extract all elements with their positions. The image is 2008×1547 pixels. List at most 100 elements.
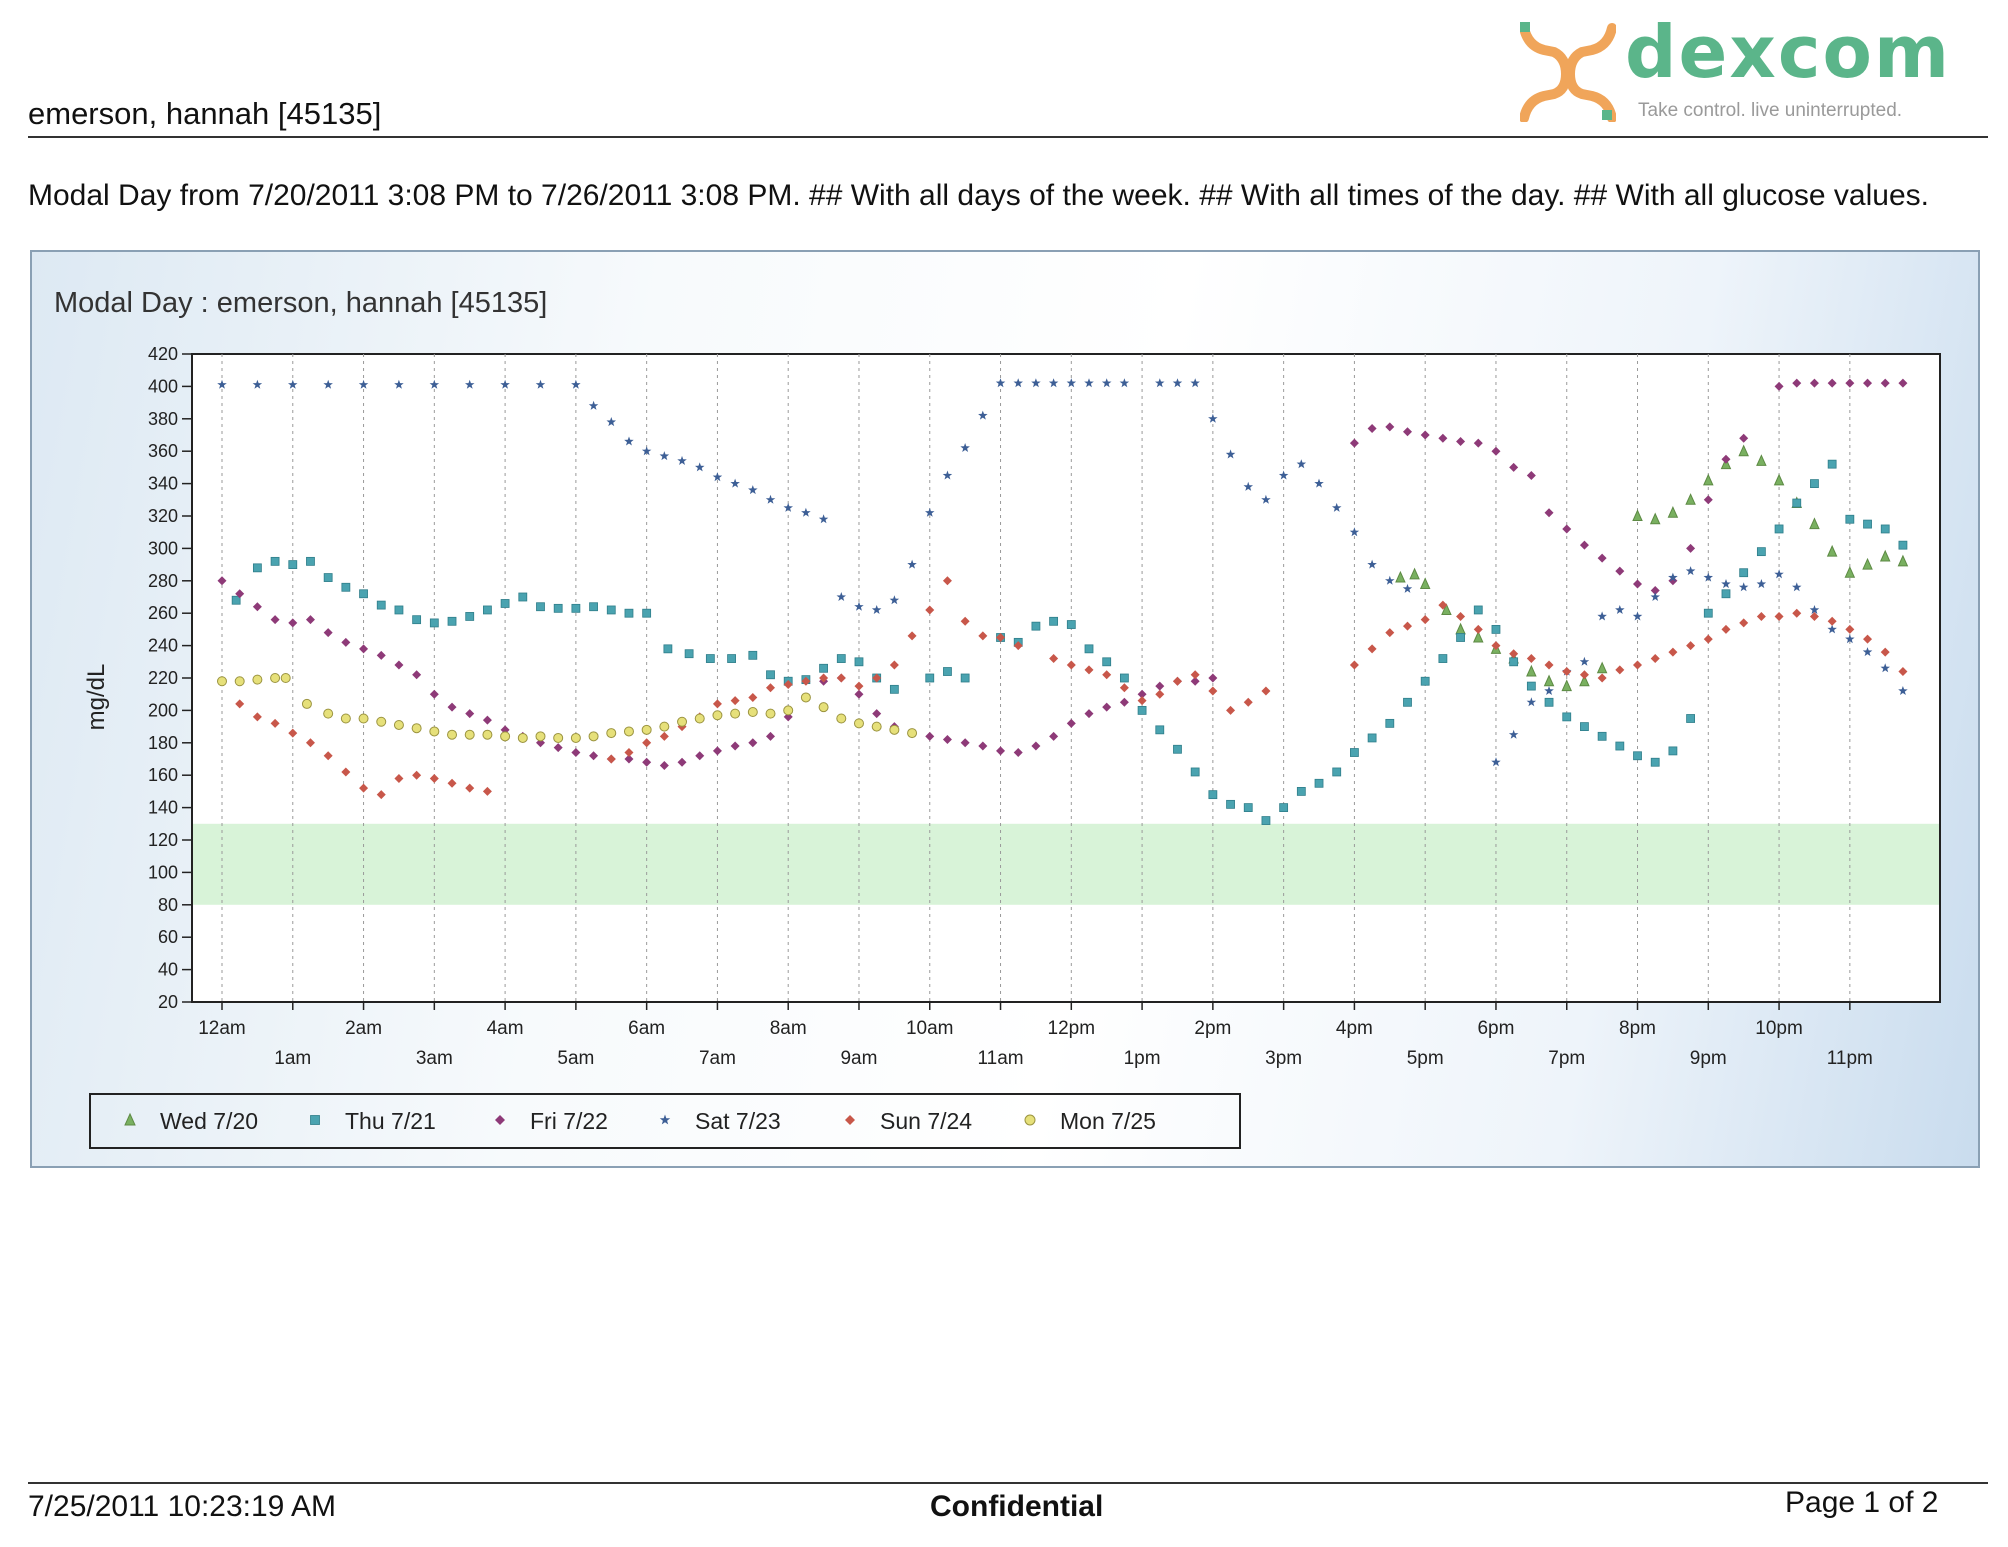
data-point-fri-7-22 [978, 741, 988, 751]
data-point-thu-7-21 [1633, 751, 1642, 761]
data-point-wed-7-20 [1703, 473, 1714, 486]
data-point-sat-7-23 [1597, 611, 1607, 621]
data-point-sun-7-24 [783, 679, 793, 689]
x-tick-label: 11am [977, 1048, 1023, 1069]
data-point-thu-7-21 [854, 657, 864, 667]
data-point-sat-7-23 [1774, 569, 1784, 579]
data-point-fri-7-22 [1402, 427, 1412, 437]
data-point-mon-7-25 [217, 676, 227, 687]
data-point-sat-7-23 [854, 601, 864, 611]
data-point-fri-7-22 [1633, 579, 1643, 589]
data-point-sun-7-24 [1385, 628, 1395, 638]
data-point-sat-7-23 [1332, 502, 1342, 512]
y-tick-label: 340 [148, 474, 178, 494]
data-point-thu-7-21 [1544, 697, 1554, 707]
data-point-sun-7-24 [960, 616, 970, 626]
data-point-thu-7-21 [1119, 673, 1129, 683]
data-point-sun-7-24 [252, 712, 262, 722]
data-point-wed-7-20 [1649, 512, 1661, 525]
data-point-fri-7-22 [447, 702, 457, 712]
data-point-sun-7-24 [659, 731, 669, 741]
data-point-sun-7-24 [730, 696, 740, 706]
data-point-thu-7-21 [663, 644, 673, 654]
y-tick-label: 60 [158, 927, 178, 947]
data-point-fri-7-22 [589, 751, 599, 761]
data-point-mon-7-25 [570, 732, 581, 743]
data-point-mon-7-25 [517, 732, 528, 743]
data-point-fri-7-22 [1119, 697, 1129, 707]
data-point-fri-7-22 [1615, 566, 1625, 576]
legend-marker-fri-7-22 [495, 1115, 505, 1125]
chart-legend [89, 1093, 1241, 1149]
data-point-thu-7-21 [836, 654, 846, 663]
data-point-fri-7-22 [217, 576, 227, 586]
data-point-mon-7-25 [853, 718, 864, 729]
data-point-fri-7-22 [996, 746, 1006, 756]
y-tick-label: 400 [148, 376, 178, 396]
data-point-sun-7-24 [925, 605, 935, 615]
data-point-sat-7-23 [500, 379, 510, 389]
legend-label-sun-7-24: Sun 7/24 [880, 1108, 972, 1134]
data-point-mon-7-25 [800, 692, 811, 703]
data-point-thu-7-21 [1863, 519, 1872, 529]
dexcom-logo-mark-icon [1520, 22, 1616, 122]
data-point-fri-7-22 [1863, 378, 1873, 388]
data-point-sun-7-24 [235, 699, 245, 709]
data-point-sat-7-23 [394, 379, 404, 389]
data-point-thu-7-21 [1155, 725, 1165, 735]
data-point-fri-7-22 [1686, 543, 1696, 553]
y-tick-label: 380 [148, 409, 178, 429]
data-point-thu-7-21 [1774, 524, 1784, 534]
data-point-sun-7-24 [872, 673, 882, 683]
data-point-sun-7-24 [1243, 697, 1253, 707]
data-point-fri-7-22 [252, 602, 262, 612]
x-tick-label: 1pm [1124, 1048, 1161, 1069]
x-tick-label: 3pm [1265, 1048, 1302, 1069]
data-point-sat-7-23 [1827, 624, 1837, 634]
data-point-sat-7-23 [995, 378, 1006, 388]
data-point-sun-7-24 [412, 770, 422, 780]
data-point-sat-7-23 [871, 605, 882, 614]
x-tick-label: 6pm [1477, 1018, 1514, 1039]
data-point-fri-7-22 [1155, 681, 1165, 691]
data-point-sun-7-24 [429, 773, 439, 783]
data-point-thu-7-21 [1792, 498, 1802, 508]
data-point-sat-7-23 [1650, 592, 1660, 601]
data-point-sun-7-24 [889, 660, 899, 670]
legend-label-wed-7-20: Wed 7/20 [160, 1108, 258, 1134]
footer-divider [28, 1482, 1988, 1484]
data-point-thu-7-21 [376, 600, 386, 610]
y-tick-label: 40 [158, 960, 178, 980]
data-point-mon-7-25 [323, 708, 334, 719]
data-point-fri-7-22 [677, 757, 687, 767]
data-point-sun-7-24 [1261, 686, 1271, 696]
header-divider [28, 136, 1988, 138]
x-tick-label: 10pm [1755, 1018, 1803, 1039]
data-point-thu-7-21 [447, 616, 457, 626]
data-point-sun-7-24 [1863, 634, 1873, 644]
data-point-mon-7-25 [889, 724, 900, 735]
data-point-sat-7-23 [1544, 686, 1554, 695]
data-point-sun-7-24 [978, 631, 988, 641]
data-point-fri-7-22 [1703, 495, 1713, 505]
data-point-thu-7-21 [748, 650, 758, 660]
legend-label-sat-7-23: Sat 7/23 [695, 1108, 781, 1134]
y-tick-label: 20 [158, 992, 178, 1012]
data-point-sun-7-24 [1208, 686, 1218, 696]
data-point-fri-7-22 [695, 751, 705, 761]
data-point-wed-7-20 [1738, 444, 1749, 457]
data-point-wed-7-20 [1809, 517, 1820, 530]
data-point-fri-7-22 [1049, 731, 1059, 741]
data-point-thu-7-21 [412, 615, 422, 625]
data-point-sun-7-24 [1615, 665, 1625, 675]
data-point-mon-7-25 [907, 728, 918, 739]
data-point-thu-7-21 [1403, 697, 1412, 707]
data-point-thu-7-21 [960, 673, 970, 683]
data-point-thu-7-21 [323, 573, 333, 582]
data-point-sat-7-23 [801, 507, 811, 517]
modal-day-chart: Modal Day : emerson, hannah [45135] mg/d… [54, 287, 1941, 1149]
data-point-wed-7-20 [1395, 570, 1406, 583]
data-point-fri-7-22 [376, 650, 386, 660]
data-point-wed-7-20 [1579, 674, 1590, 687]
data-point-thu-7-21 [1296, 787, 1306, 796]
